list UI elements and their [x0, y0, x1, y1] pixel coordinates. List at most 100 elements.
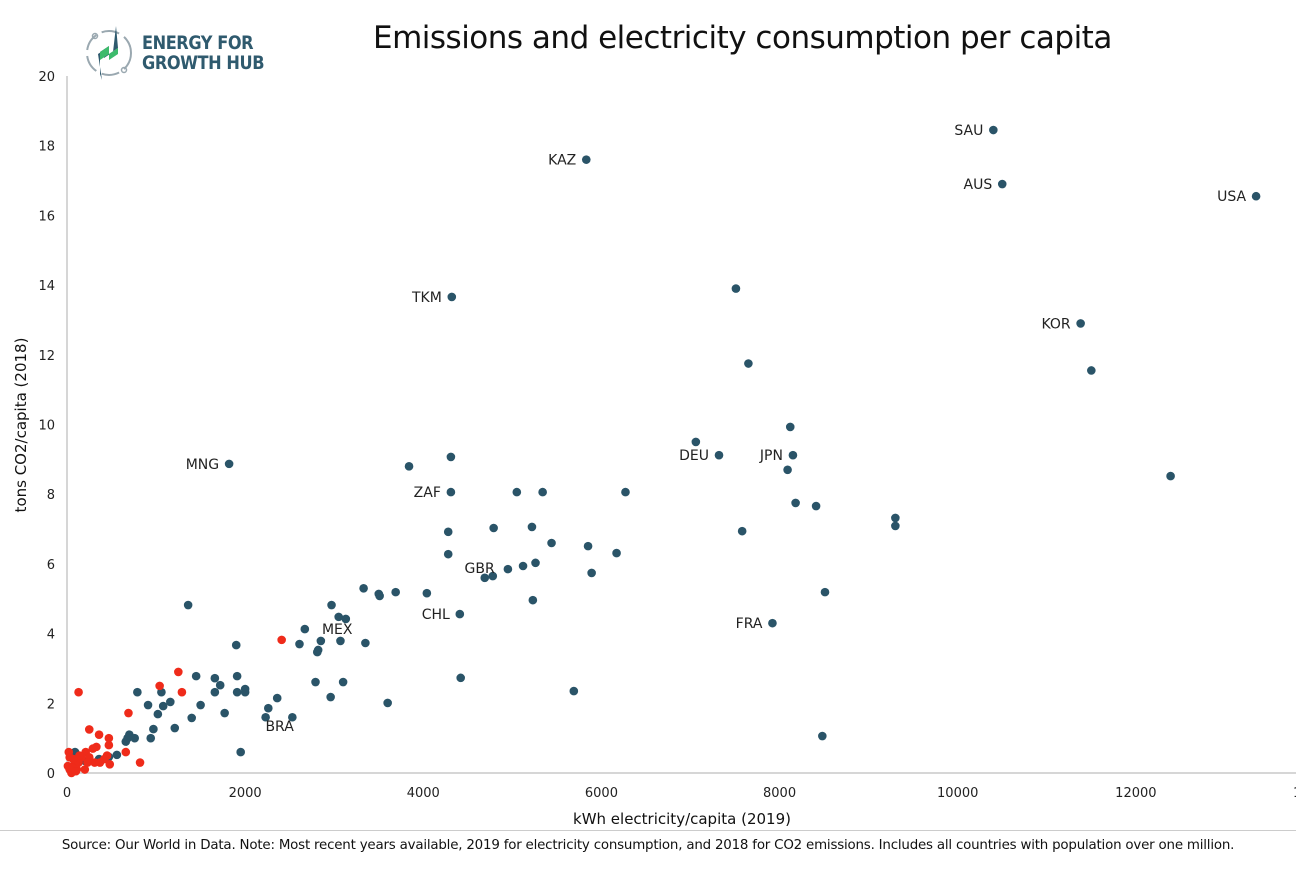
data-point — [220, 708, 229, 718]
highlighted-data-point — [71, 766, 81, 776]
country-label: SAU — [954, 123, 983, 139]
data-point — [183, 600, 193, 610]
highlighted-data-point — [104, 740, 114, 750]
data-point — [210, 687, 220, 697]
data-point — [149, 724, 158, 734]
data-point — [133, 687, 142, 697]
highlighted-data-point — [174, 667, 183, 677]
highlighted-data-point — [277, 635, 286, 645]
data-point — [455, 609, 465, 619]
data-point — [1251, 191, 1261, 201]
data-point — [300, 624, 310, 634]
highlighted-data-point — [100, 754, 109, 764]
highlighted-data-point — [80, 765, 90, 774]
country-label: JPN — [759, 448, 783, 464]
data-point — [744, 359, 753, 368]
highlighted-data-point — [121, 747, 131, 757]
source-note: Source: Our World in Data. Note: Most re… — [61, 838, 1235, 853]
data-point — [489, 523, 498, 533]
highlighted-data-point — [104, 733, 114, 743]
data-point — [518, 561, 528, 571]
data-point — [456, 673, 465, 683]
highlighted-data-point — [177, 687, 187, 697]
data-point — [215, 680, 225, 690]
x-tick-label: 4000 — [407, 786, 440, 801]
data-point — [232, 671, 242, 681]
y-tick-label: 4 — [47, 628, 55, 643]
data-point — [612, 548, 621, 558]
data-point — [341, 614, 351, 624]
highlighted-data-point — [64, 747, 74, 757]
data-point — [338, 677, 348, 687]
logo-line2: GROWTH HUB — [142, 52, 265, 74]
country-label: AUS — [964, 177, 993, 193]
data-point — [791, 498, 800, 508]
y-tick-label: 2 — [47, 697, 55, 712]
highlighted-data-point — [124, 708, 133, 718]
data-point — [447, 292, 457, 302]
data-point — [480, 573, 490, 583]
data-point — [891, 513, 900, 523]
scatter-chart: 0 2 4 6 8 10 12 14 16 18 20 0 2000 4000 6000 8000 10000… — [12, 70, 1296, 828]
data-point — [359, 583, 368, 593]
data-point — [737, 526, 747, 536]
data-point — [391, 587, 400, 597]
data-point — [488, 571, 498, 581]
highlighted-data-point — [68, 754, 78, 764]
logo: ENERGY FOR GROWTH HUB — [82, 24, 286, 82]
data-point — [691, 437, 701, 447]
highlighted-data-point — [83, 758, 92, 767]
country-label: FRA — [736, 616, 763, 632]
logo-line1: ENERGY FOR — [142, 32, 254, 54]
country-label: KAZ — [548, 153, 576, 169]
x-tick-label: 1 — [1293, 786, 1296, 801]
x-tick-label: 6000 — [585, 786, 618, 801]
data-point — [361, 638, 370, 648]
data-point — [236, 747, 245, 757]
energy-bolt-logo-icon — [86, 26, 132, 80]
data-point — [272, 693, 282, 703]
y-tick-label: 6 — [47, 558, 55, 573]
data-point — [731, 284, 741, 293]
data-point — [316, 636, 326, 646]
y-axis-label: tons CO2/capita (2018) — [12, 338, 30, 513]
data-point — [261, 712, 270, 722]
data-point — [375, 591, 384, 601]
data-point — [1087, 366, 1096, 375]
data-point — [1166, 471, 1175, 481]
data-point — [153, 709, 163, 719]
y-tick-label: 10 — [38, 419, 55, 434]
y-tick-label: 8 — [47, 488, 55, 503]
data-point — [383, 698, 392, 708]
data-point — [166, 697, 175, 707]
highlighted-data-point — [74, 687, 83, 697]
data-point — [811, 501, 821, 511]
highlighted-data-point — [94, 730, 104, 739]
data-point — [1076, 319, 1085, 328]
data-point — [768, 618, 777, 628]
x-tick-label: 12000 — [1115, 786, 1156, 801]
data-point — [818, 731, 827, 741]
data-point — [312, 647, 322, 657]
data-point — [295, 639, 304, 649]
data-point — [158, 701, 168, 711]
x-tick-label: 8000 — [763, 786, 796, 801]
data-point — [443, 527, 453, 537]
y-tick-label: 16 — [38, 209, 55, 224]
highlighted-data-point — [88, 744, 98, 753]
country-label: GBR — [465, 561, 495, 577]
data-point — [512, 487, 522, 497]
x-tick-label: 0 — [63, 786, 71, 801]
chart-title: Emissions and electricity consumption pe… — [373, 20, 1112, 56]
data-point — [531, 558, 540, 568]
data-point — [422, 588, 432, 598]
country-label: DEU — [679, 448, 709, 464]
data-point — [231, 640, 241, 650]
data-point — [130, 733, 139, 743]
data-point — [288, 712, 297, 722]
country-label: TKM — [411, 290, 442, 306]
data-point — [446, 452, 456, 462]
data-point — [783, 465, 792, 475]
data-point — [581, 155, 591, 164]
y-tick-label: 20 — [38, 70, 55, 85]
